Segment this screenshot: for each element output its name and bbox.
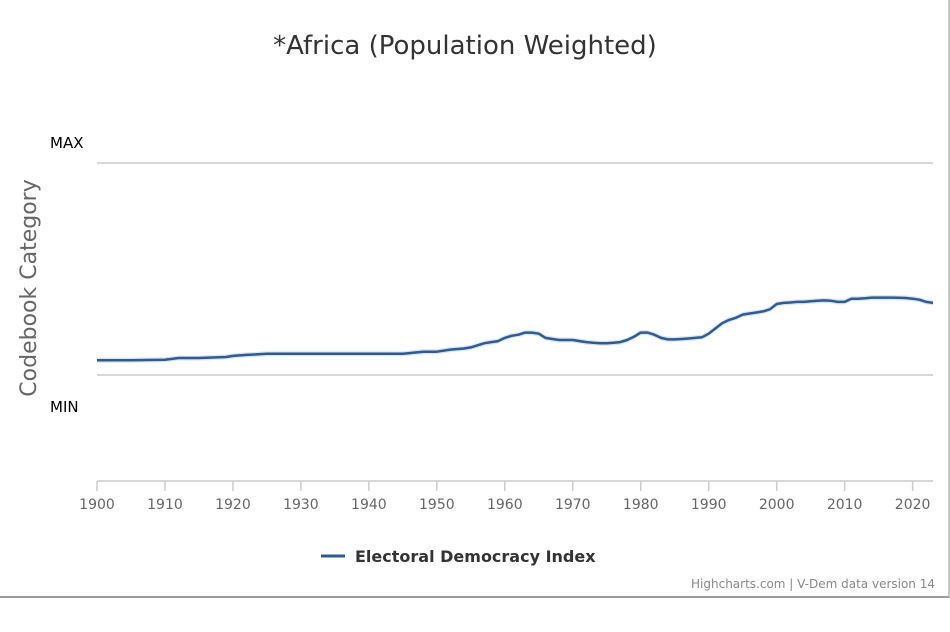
credits[interactable]: Highcharts.com | V-Dem data version 14 bbox=[691, 577, 935, 591]
x-axis-ticks: 1900 1910 1920 1930 1940 1950 1960 1970 1980 1990… bbox=[79, 481, 930, 513]
x-tick-label: 1930 bbox=[283, 497, 319, 513]
x-tick-label: 1900 bbox=[79, 497, 115, 513]
x-tick-label: 1940 bbox=[351, 497, 387, 513]
chart-svg: *Africa (Population Weighted) Codebook C… bbox=[17, 31, 935, 591]
chart-container: *Africa (Population Weighted) Codebook C… bbox=[0, 0, 950, 598]
x-tick-label: 1960 bbox=[487, 497, 523, 513]
chart-title: *Africa (Population Weighted) bbox=[273, 31, 657, 61]
y-category-label-max: MAX bbox=[50, 134, 83, 152]
x-tick-label: 1970 bbox=[555, 497, 591, 513]
legend-item-label[interactable]: Electoral Democracy Index bbox=[355, 547, 596, 566]
series-line-electoral-democracy-index bbox=[97, 296, 934, 362]
confidence-band bbox=[97, 295, 933, 363]
x-tick-label: 1990 bbox=[691, 497, 727, 513]
legend[interactable]: Electoral Democracy Index bbox=[321, 547, 596, 566]
y-axis-title: Codebook Category bbox=[17, 179, 42, 396]
y-category-label-min: MIN bbox=[50, 398, 79, 416]
x-tick-label: 2020 bbox=[895, 497, 931, 513]
x-tick-label: 1950 bbox=[419, 497, 455, 513]
x-tick-label: 1980 bbox=[623, 497, 659, 513]
x-tick-label: 2010 bbox=[827, 497, 863, 513]
x-tick-label: 1910 bbox=[147, 497, 183, 513]
x-tick-label: 1920 bbox=[215, 497, 251, 513]
x-tick-label: 2000 bbox=[759, 497, 795, 513]
